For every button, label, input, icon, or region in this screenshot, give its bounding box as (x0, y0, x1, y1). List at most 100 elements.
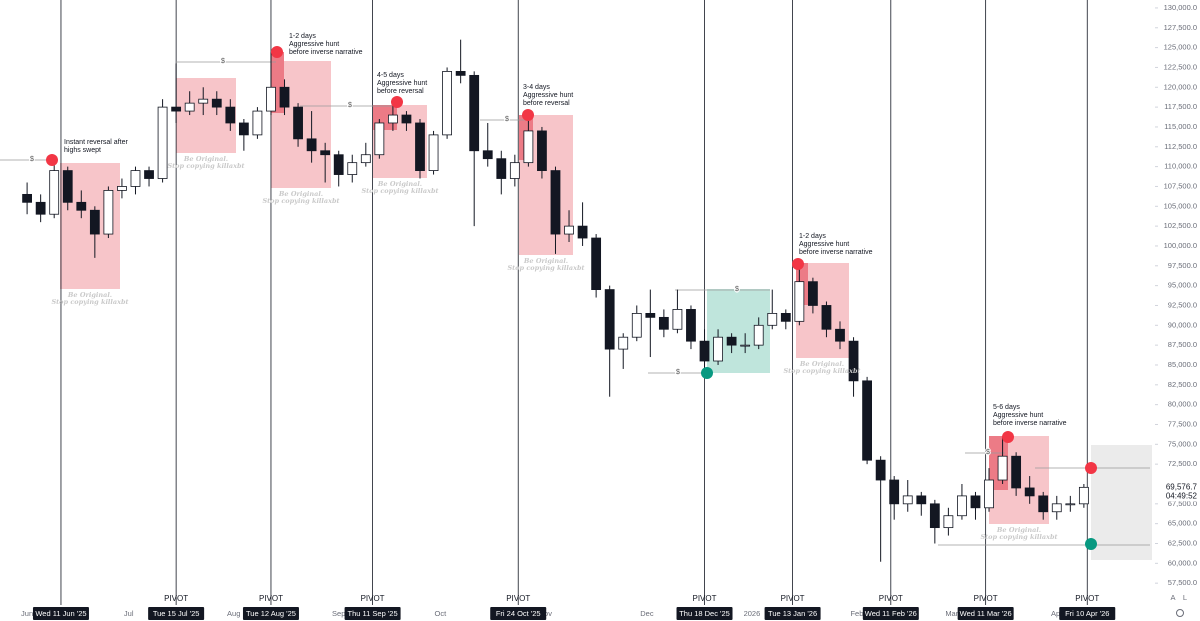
pivot-tag: PIVOT (1075, 594, 1099, 603)
date-badge-label: Fri 24 Oct '25 (496, 609, 541, 618)
date-badge-label: Tue 12 Aug '25 (246, 609, 296, 618)
pivot-tag: PIVOT (259, 594, 283, 603)
watermark: Be Original. (67, 291, 112, 299)
candle-body (672, 309, 683, 330)
candle-body (753, 324, 764, 346)
candle-body (211, 98, 222, 108)
candle-body (808, 281, 818, 306)
date-badge (764, 607, 821, 620)
candle-body (415, 122, 425, 171)
candle-body (509, 162, 520, 179)
candle-body (496, 158, 507, 179)
sweep-label: $ (676, 369, 680, 376)
y-tick-label: 65,000.0 (1168, 519, 1197, 528)
marker-dot (271, 46, 283, 58)
sweep-label: $ (348, 102, 352, 109)
y-tick-label: 75,000.0 (1168, 439, 1197, 448)
y-tick-label: 85,000.0 (1168, 360, 1197, 369)
y-tick-label: 117,500.0 (1164, 102, 1197, 111)
y-tick-label: 57,500.0 (1168, 578, 1197, 587)
sweep-label: $ (735, 286, 739, 293)
month-label: Dec (640, 609, 654, 618)
watermark: Stop copying killaxbt (980, 533, 1057, 541)
y-tick-label: 62,500.0 (1168, 538, 1197, 547)
candle-body (225, 106, 236, 124)
annotation: 1-2 days (289, 33, 316, 40)
candle-body (577, 225, 588, 239)
annotation: before inverse narrative (289, 49, 363, 56)
watermark: Be Original. (183, 155, 228, 163)
candle-body (157, 106, 168, 179)
annotation: Aggressive hunt (799, 241, 849, 248)
watermark: Stop copying killaxbt (783, 367, 860, 375)
toolbar-button[interactable]: A (1170, 593, 1175, 602)
candle-body (794, 281, 805, 322)
last-price-badge (1158, 481, 1200, 502)
candle-body (103, 190, 114, 235)
candle-body (22, 193, 32, 203)
candle-body (401, 114, 412, 124)
pivot-tag: PIVOT (361, 594, 385, 603)
candle-body (713, 336, 723, 362)
candle-body (198, 98, 209, 104)
date-badge-label: Thu 18 Dec '25 (679, 609, 730, 618)
annotation: before reversal (523, 100, 570, 107)
y-tick-label: 105,000.0 (1164, 201, 1197, 210)
settings-icon[interactable] (1176, 609, 1184, 617)
annotation: Instant reversal after (64, 139, 128, 146)
candle-body (726, 336, 737, 346)
date-badge-label: Thu 11 Sep '25 (348, 609, 398, 618)
date-badge (148, 607, 205, 620)
marker-dot (522, 109, 534, 121)
y-tick-label: 90,000.0 (1168, 320, 1197, 329)
pivot-tag: PIVOT (506, 594, 530, 603)
sweep-label: $ (221, 58, 225, 65)
candle-body (686, 309, 696, 342)
toolbar-button[interactable]: L (1183, 593, 1187, 602)
month-label: Oct (434, 609, 447, 618)
month-label: Jul (124, 609, 134, 618)
date-badge (344, 607, 401, 620)
candle-body (618, 336, 629, 350)
date-badge-label: Tue 15 Jul '25 (153, 609, 200, 618)
y-tick-label: 67,500.0 (1168, 499, 1197, 508)
countdown: 04:49:52 (1166, 491, 1198, 500)
candle-body (1038, 495, 1049, 513)
candle-body (631, 313, 642, 338)
candle-body (1024, 487, 1035, 497)
y-tick-label: 127,500.0 (1164, 23, 1197, 32)
candle-body (1011, 455, 1022, 489)
candle-body (1051, 503, 1062, 513)
pivot-tag: PIVOT (693, 594, 717, 603)
candle-body (347, 162, 358, 175)
candle-body (374, 122, 385, 156)
y-tick-label: 82,500.0 (1168, 380, 1197, 389)
sweep-label: $ (30, 156, 34, 163)
candle-body (455, 71, 466, 76)
month-label: Mar (945, 609, 958, 618)
annotation: Aggressive hunt (289, 41, 339, 48)
candle-body (835, 328, 845, 342)
date-badge-label: Wed 11 Mar '26 (960, 609, 1012, 618)
candle-body (144, 170, 154, 179)
month-label: Aug (227, 609, 240, 618)
candle-body (550, 170, 561, 235)
candle-body (591, 237, 602, 290)
y-tick-label: 97,500.0 (1168, 261, 1197, 270)
y-tick-label: 87,500.0 (1168, 340, 1197, 349)
month-label: Feb (850, 609, 863, 618)
candle-body (89, 209, 100, 235)
candle-body (428, 134, 439, 171)
price-axis (1155, 0, 1200, 621)
date-badge-label: Wed 11 Feb '26 (865, 609, 917, 618)
candle-body (1065, 503, 1076, 506)
watermark: Stop copying killaxbt (361, 187, 438, 195)
month-label: Sep (332, 609, 345, 618)
annotation: before inverse narrative (799, 249, 873, 256)
date-badge (242, 607, 299, 620)
date-badge (957, 607, 1014, 620)
y-tick-label: 92,500.0 (1168, 300, 1197, 309)
y-tick-label: 107,500.0 (1164, 181, 1197, 190)
candle-body (252, 110, 263, 136)
marker-dot (1085, 538, 1097, 550)
